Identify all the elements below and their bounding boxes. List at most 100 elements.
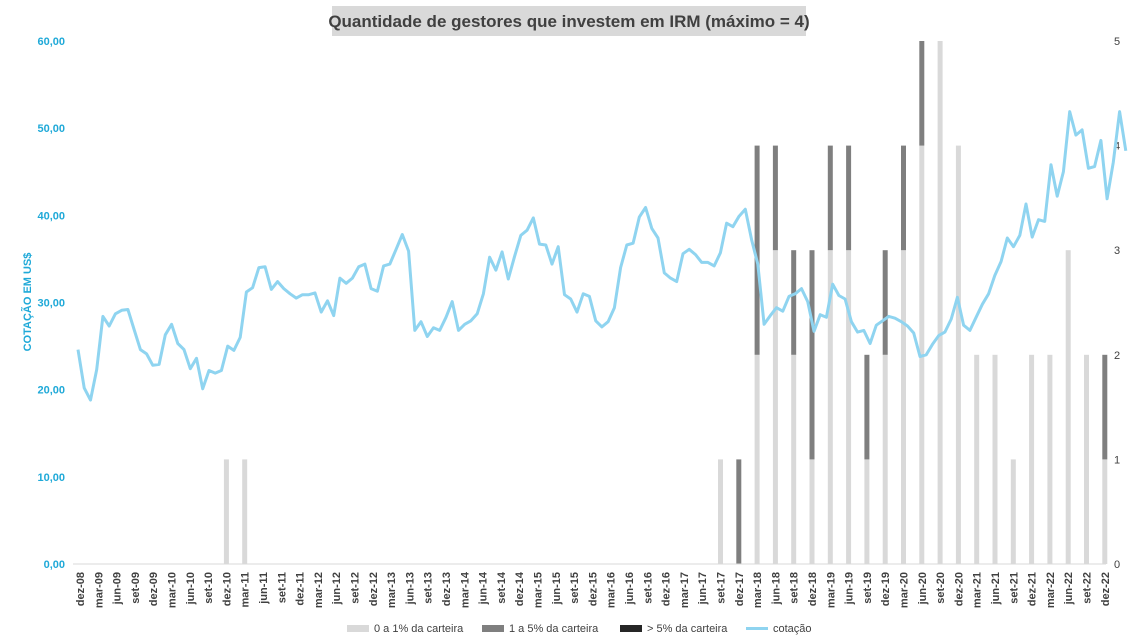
y-tick-label-left: 50,00 <box>37 123 65 135</box>
x-tick-label: set-18 <box>789 572 801 604</box>
legend-label: cotação <box>773 623 812 635</box>
bar-segment <box>1010 459 1016 564</box>
x-tick-label: mar-16 <box>606 572 618 608</box>
x-tick-label: dez-19 <box>880 572 892 606</box>
x-tick-label: mar-09 <box>93 572 105 608</box>
bar-segment <box>754 354 760 564</box>
y-axis-left: 0,00 10,00 20,00 30,00 40,00 50,00 60,00 <box>37 36 65 571</box>
x-tick-label: dez-11 <box>295 572 307 606</box>
y-tick-label-right: 5 <box>1114 36 1120 48</box>
x-tick-label: dez-10 <box>221 572 233 606</box>
bar-segment <box>772 250 778 564</box>
x-tick-label: mar-11 <box>240 572 252 607</box>
x-tick-label: dez-13 <box>441 572 453 606</box>
x-tick-label: dez-18 <box>807 572 819 606</box>
price-line <box>76 110 1128 402</box>
chart-title: Quantidade de gestores que investem em I… <box>328 12 809 31</box>
x-tick-label: jun-19 <box>844 572 856 605</box>
y-tick-label-right: 3 <box>1114 245 1120 257</box>
x-tick-label: set-09 <box>130 572 142 604</box>
legend-label: 1 a 5% da carteira <box>509 623 599 635</box>
bar-segment <box>1029 354 1035 564</box>
x-tick-label: jun-13 <box>404 572 416 605</box>
bar-segment <box>901 250 906 564</box>
x-tick-label: mar-15 <box>533 572 545 608</box>
y-tick-label-right: 0 <box>1114 559 1120 571</box>
bar-segment <box>846 145 852 251</box>
bar-series <box>223 41 1108 564</box>
bar-segment <box>955 145 961 564</box>
x-tick-label: mar-13 <box>386 572 398 608</box>
y-tick-label-right: 4 <box>1114 141 1120 153</box>
x-tick-label: set-16 <box>642 572 654 604</box>
x-tick-label: mar-17 <box>679 572 691 608</box>
bar-segment <box>882 354 888 564</box>
bar-segment <box>992 354 998 564</box>
x-tick-label: mar-19 <box>825 572 837 608</box>
bar-segment <box>791 250 797 355</box>
y-tick-label-left: 10,00 <box>37 472 65 484</box>
legend-swatch <box>620 625 642 632</box>
x-tick-label: set-14 <box>496 571 508 604</box>
y-tick-label-left: 40,00 <box>37 210 65 222</box>
x-tick-label: mar-20 <box>899 572 911 608</box>
x-tick-label: dez-21 <box>1027 572 1039 606</box>
bar-segment <box>1047 354 1053 564</box>
y-tick-label-left: 0,00 <box>44 559 65 571</box>
x-tick-label: mar-18 <box>752 572 764 608</box>
legend-item: 0 a 1% da carteira <box>347 623 464 635</box>
legend: 0 a 1% da carteira 1 a 5% da carteira > 5%… <box>347 623 812 635</box>
x-tick-label: dez-20 <box>953 572 965 606</box>
x-tick-label: jun-11 <box>258 572 270 605</box>
bar-segment <box>827 145 833 251</box>
bar-segment <box>223 459 229 564</box>
x-tick-label: set-20 <box>935 572 947 604</box>
x-tick-label: set-19 <box>862 572 874 604</box>
x-tick-label: mar-21 <box>972 572 984 608</box>
bar-segment <box>772 145 778 251</box>
x-tick-label: jun-21 <box>990 572 1002 605</box>
x-tick-label: dez-15 <box>587 572 599 606</box>
bar-segment <box>1102 354 1108 460</box>
x-tick-label: mar-10 <box>167 572 179 608</box>
x-tick-label: dez-16 <box>661 572 673 606</box>
x-tick-label: jun-17 <box>697 572 709 605</box>
x-tick-label: set-22 <box>1082 572 1094 604</box>
x-tick-label: set-17 <box>716 572 728 604</box>
x-tick-label: mar-12 <box>313 572 325 608</box>
x-tick-label: set-11 <box>276 572 288 603</box>
x-tick-label: dez-08 <box>75 572 87 606</box>
x-tick-label: set-21 <box>1008 572 1020 604</box>
bar-segment <box>827 250 833 564</box>
bar-segment <box>937 41 943 564</box>
x-tick-label: set-10 <box>203 572 215 604</box>
x-tick-label: dez-22 <box>1100 572 1112 606</box>
x-tick-label: jun-14 <box>478 571 490 605</box>
legend-item: cotação <box>746 623 812 635</box>
x-axis-ticks: dez-08 mar-09 jun-09 set-09 dez-09 mar-10 jun-… <box>75 571 1112 608</box>
chart-title-background <box>332 6 806 36</box>
bar-segment <box>736 459 742 564</box>
y-tick-label-right: 2 <box>1114 350 1120 362</box>
x-tick-label: dez-14 <box>514 571 526 606</box>
bar-segment <box>809 459 815 564</box>
bar-segment <box>974 354 980 564</box>
x-tick-label: jun-10 <box>185 572 197 605</box>
y-tick-label-left: 60,00 <box>37 36 65 48</box>
x-tick-label: jun-20 <box>917 572 929 605</box>
bar-segment <box>864 459 870 564</box>
legend-item: > 5% da carteira <box>620 623 728 635</box>
x-tick-label: jun-12 <box>331 572 343 605</box>
bar-segment <box>864 354 870 460</box>
x-tick-label: set-13 <box>423 572 435 604</box>
x-tick-label: jun-15 <box>551 572 563 605</box>
y-tick-label-left: 30,00 <box>37 298 65 310</box>
bar-segment <box>1065 250 1071 564</box>
legend-item: 1 a 5% da carteira <box>482 623 599 635</box>
y-axis-label: COTAÇÃO EM US$ <box>21 253 34 352</box>
x-tick-label: jun-18 <box>770 572 782 605</box>
x-tick-label: dez-09 <box>148 572 160 606</box>
x-tick-label: set-15 <box>569 572 581 604</box>
bar-segment <box>919 41 925 146</box>
